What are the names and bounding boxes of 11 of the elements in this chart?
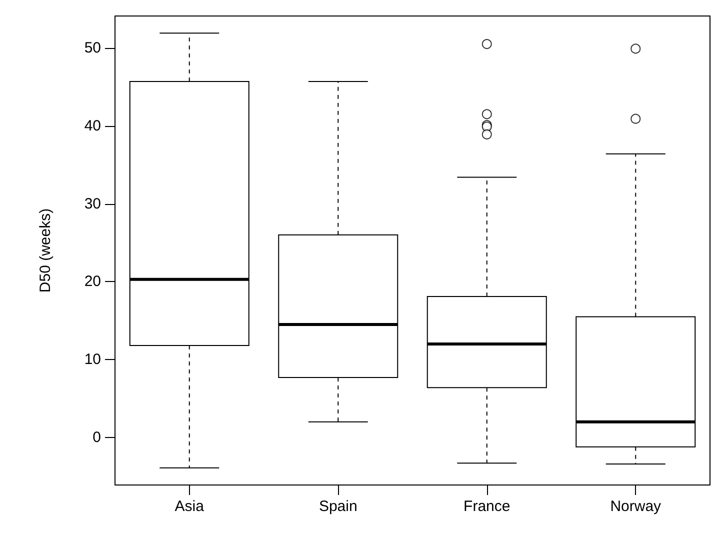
x-tick-label: Spain xyxy=(318,498,358,515)
y-axis-title: D50 (weeks) xyxy=(37,208,54,293)
y-tick-label: 20 xyxy=(84,273,101,290)
y-tick-label: 10 xyxy=(84,351,101,368)
x-tick-label: Asia xyxy=(174,498,205,515)
y-tick-label: 30 xyxy=(84,195,101,212)
x-tick-label: Norway xyxy=(610,498,662,515)
y-tick-label: 40 xyxy=(84,117,101,134)
x-tick-label: France xyxy=(464,498,510,515)
y-tick-label: 50 xyxy=(84,39,101,56)
y-tick-label: 0 xyxy=(92,428,101,446)
